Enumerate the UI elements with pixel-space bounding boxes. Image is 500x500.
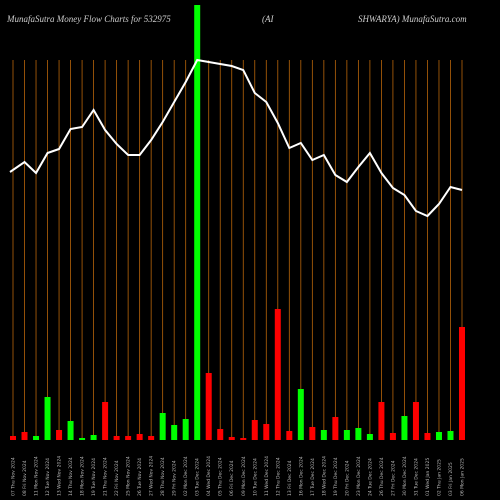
x-tick-label: 14 Thu Nov 2024 bbox=[68, 457, 74, 496]
x-tick-label: 27 Wed Nov 2024 bbox=[149, 456, 155, 496]
bar bbox=[355, 428, 362, 440]
bar bbox=[459, 327, 465, 440]
bar bbox=[10, 436, 16, 440]
bar bbox=[274, 309, 281, 440]
x-tick-label: 20 Fri Dec 2024 bbox=[344, 460, 350, 496]
bar bbox=[171, 425, 178, 440]
x-tick-label: 09 Mon Dec 2024 bbox=[241, 456, 247, 496]
x-tick-label: 28 Thu Nov 2024 bbox=[160, 457, 166, 496]
x-tick-label: 12 Thu Dec 2024 bbox=[275, 457, 281, 496]
bar bbox=[240, 438, 247, 440]
bar bbox=[182, 419, 189, 440]
x-tick-label: 26 Thu Dec 2024 bbox=[379, 457, 385, 496]
x-tick-label: 01 Wed Jan 2025 bbox=[425, 458, 431, 496]
bar bbox=[332, 417, 339, 440]
x-tick-label: 11 Wed Dec 2024 bbox=[264, 456, 270, 496]
bar bbox=[378, 402, 385, 440]
bar bbox=[263, 424, 270, 440]
x-tick-label: 07 Thu Nov 2024 bbox=[11, 457, 17, 496]
bar bbox=[21, 432, 28, 440]
chart-title-right: SHWARYA) MunafaSutra.com bbox=[358, 14, 467, 24]
x-tick-label: 18 Mon Nov 2024 bbox=[80, 456, 86, 496]
x-tick-label: 11 Mon Nov 2024 bbox=[34, 456, 40, 496]
x-tick-label: 13 Wed Nov 2024 bbox=[57, 456, 63, 496]
bar bbox=[194, 5, 201, 440]
bar bbox=[297, 389, 304, 440]
x-tick-label: 23 Mon Dec 2024 bbox=[356, 456, 362, 496]
x-tick-label: 26 Tue Nov 2024 bbox=[137, 458, 143, 496]
x-tick-label: 17 Tue Dec 2024 bbox=[310, 458, 316, 496]
x-tick-label: 25 Mon Nov 2024 bbox=[126, 456, 132, 496]
bar bbox=[44, 397, 51, 440]
x-tick-label: 24 Tue Dec 2024 bbox=[367, 458, 373, 496]
bar bbox=[228, 437, 235, 440]
x-tick-label: 05 Thu Dec 2024 bbox=[218, 457, 224, 496]
bar bbox=[320, 430, 327, 440]
bar bbox=[366, 434, 373, 440]
bar bbox=[67, 421, 74, 440]
bar bbox=[251, 420, 258, 440]
x-tick-label: 21 Thu Nov 2024 bbox=[103, 457, 109, 496]
bar bbox=[136, 434, 143, 440]
x-tick-label: 27 Fri Dec 2024 bbox=[390, 460, 396, 496]
x-tick-label: 08 Fri Nov 2024 bbox=[22, 460, 28, 496]
bar bbox=[309, 427, 316, 440]
bar bbox=[79, 438, 86, 440]
x-tick-label: 12 Tue Nov 2024 bbox=[45, 458, 51, 496]
bar bbox=[447, 431, 454, 440]
x-tick-label: 10 Tue Dec 2024 bbox=[252, 458, 258, 496]
x-tick-label: 30 Mon Dec 2024 bbox=[402, 456, 408, 496]
chart-title: MunafaSutra Money Flow Charts for 532975 bbox=[6, 14, 171, 24]
bar bbox=[125, 436, 132, 440]
x-tick-label: 02 Thu Jan 2025 bbox=[436, 459, 442, 496]
x-tick-label: 06 Fri Dec 2024 bbox=[229, 460, 235, 496]
bar bbox=[343, 430, 350, 440]
x-tick-label: 03 Tue Dec 2024 bbox=[195, 458, 201, 496]
x-tick-label: 31 Tue Dec 2024 bbox=[413, 458, 419, 496]
bar bbox=[217, 429, 224, 440]
x-tick-label: 04 Wed Dec 2024 bbox=[206, 456, 212, 496]
bar bbox=[102, 402, 109, 440]
x-tick-label: 19 Thu Dec 2024 bbox=[333, 457, 339, 496]
bar bbox=[286, 431, 293, 440]
bar bbox=[424, 433, 431, 440]
bar bbox=[412, 402, 419, 440]
chart-title-mid: (AI bbox=[262, 14, 274, 24]
bar bbox=[389, 433, 396, 440]
x-tick-label: 19 Tue Nov 2024 bbox=[91, 458, 97, 496]
bar bbox=[113, 436, 120, 440]
x-tick-label: 06 Mon Jan 2025 bbox=[460, 458, 466, 496]
x-tick-label: 02 Mon Dec 2024 bbox=[183, 456, 189, 496]
bar bbox=[401, 416, 408, 440]
bar bbox=[435, 432, 442, 440]
x-tick-label: 18 Wed Dec 2024 bbox=[321, 456, 327, 496]
flow-line bbox=[9, 58, 463, 218]
bar bbox=[205, 373, 212, 440]
bar bbox=[90, 435, 97, 440]
x-tick-label: 03 Fri Jan 2025 bbox=[448, 462, 454, 496]
x-tick-label: 29 Fri Nov 2024 bbox=[172, 460, 178, 496]
bar bbox=[148, 436, 155, 440]
x-tick-label: 13 Fri Dec 2024 bbox=[287, 460, 293, 496]
x-tick-label: 16 Mon Dec 2024 bbox=[298, 456, 304, 496]
bar bbox=[159, 413, 166, 440]
bar bbox=[33, 436, 40, 440]
bar bbox=[56, 430, 63, 440]
x-tick-label: 22 Fri Nov 2024 bbox=[114, 460, 120, 496]
